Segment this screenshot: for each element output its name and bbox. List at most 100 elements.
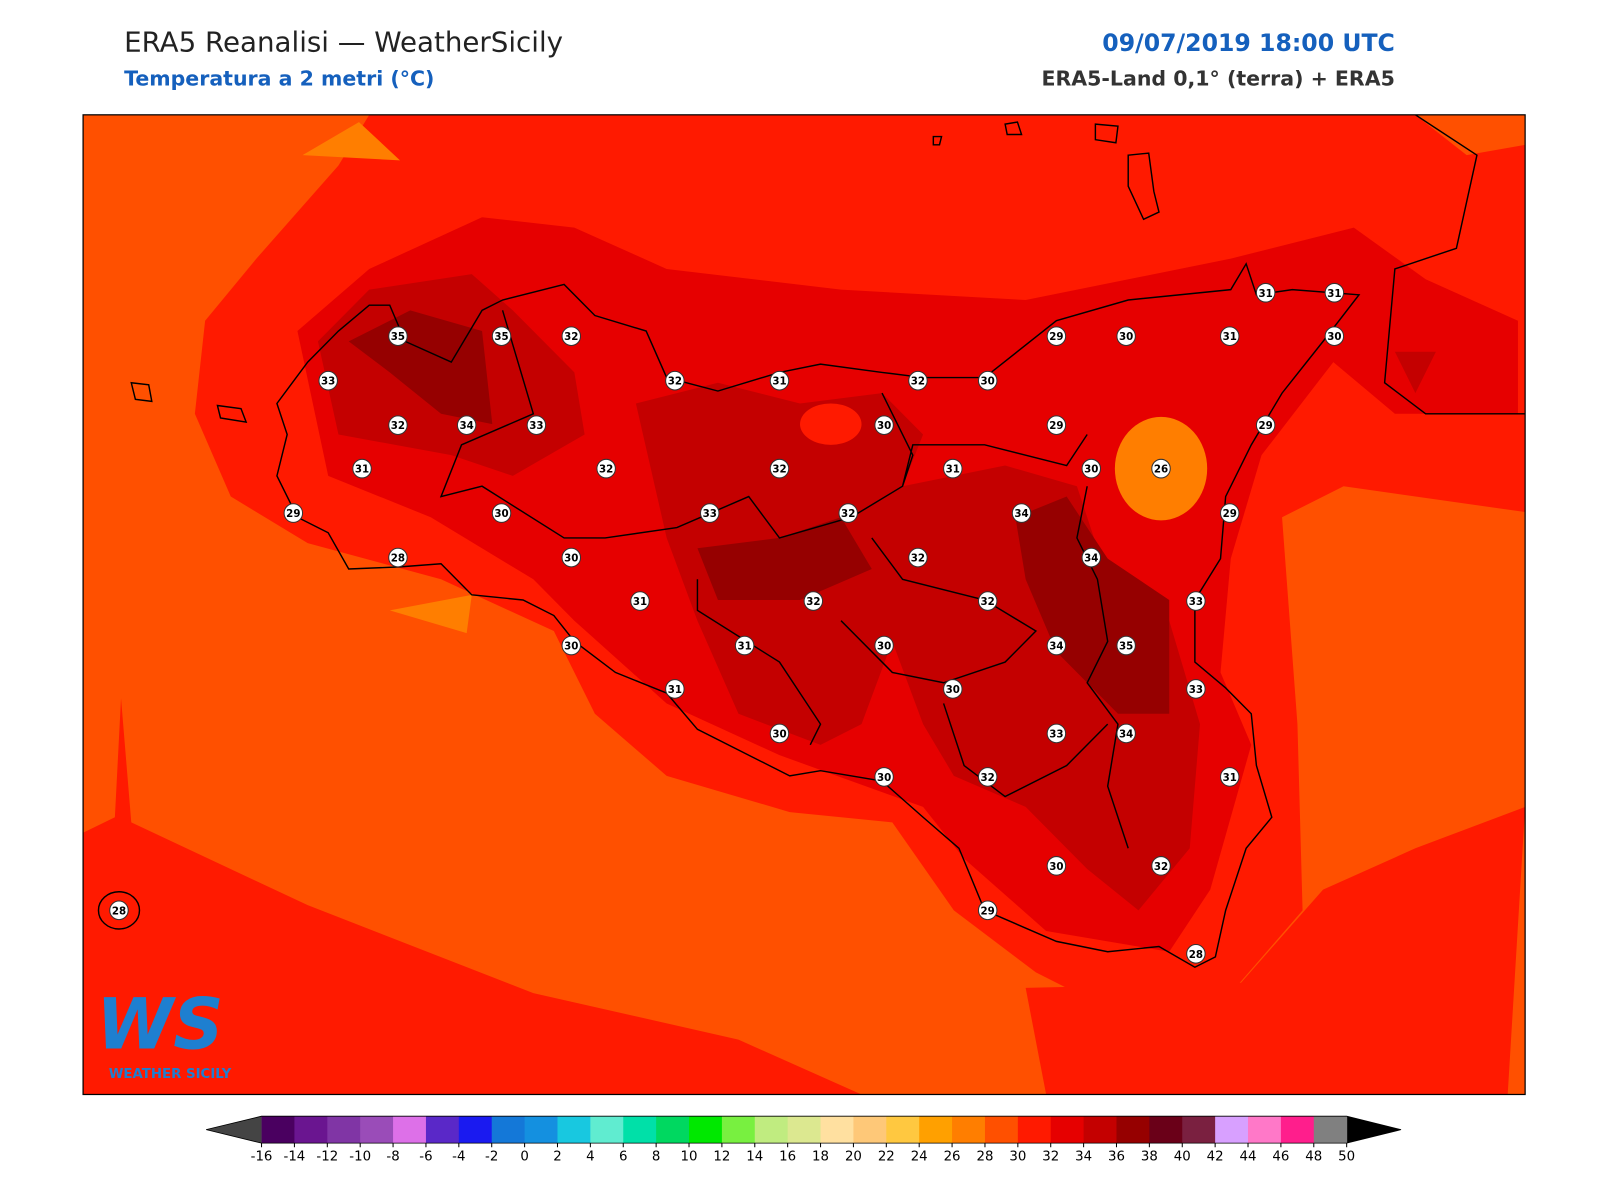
station-value: 28	[112, 905, 126, 917]
station-marker	[943, 679, 963, 699]
colorbar-segment	[1116, 1116, 1150, 1144]
station-value: 33	[1189, 596, 1203, 608]
station-value: 32	[391, 420, 405, 432]
station-marker	[977, 591, 998, 611]
stations: 35 35 32 33 32 31 32 30 29 30 31 31 31 30 32 34 33 30 29 29…	[109, 282, 1345, 964]
station-marker	[1186, 943, 1206, 964]
station-value: 34	[1119, 728, 1133, 740]
colorbar-tick-label: 14	[746, 1150, 763, 1165]
station-marker	[1046, 856, 1067, 876]
station-value: 30	[877, 772, 891, 784]
colorbar-over	[1346, 1116, 1402, 1144]
logo-name: WEATHER SICILY	[109, 1067, 232, 1082]
station-value: 26	[1154, 464, 1168, 476]
station-value: 35	[494, 331, 508, 343]
station-marker	[630, 591, 650, 611]
station-marker	[1219, 503, 1240, 523]
station-value: 31	[1259, 288, 1273, 300]
colorbar-segment	[1215, 1116, 1249, 1144]
field	[348, 310, 1170, 714]
colorbar-tick-label: 16	[779, 1150, 796, 1165]
colorbar-tick-label: 34	[1075, 1150, 1092, 1165]
station-marker	[1046, 723, 1067, 744]
colorbar-tick-label: 20	[845, 1150, 862, 1165]
station-marker	[1324, 326, 1345, 347]
colorbar-tick-label: -14	[284, 1150, 306, 1165]
station-value: 29	[1259, 420, 1273, 432]
station-marker	[1219, 767, 1240, 787]
station-marker	[1116, 723, 1136, 744]
station-value: 30	[1119, 331, 1133, 343]
station-value: 31	[633, 596, 647, 608]
logo: WS WEATHER SICILY	[96, 983, 231, 1082]
colorbar-segment	[919, 1116, 953, 1144]
station-marker	[388, 326, 408, 347]
colorbar-tick-label: 40	[1174, 1150, 1191, 1165]
field	[83, 114, 1526, 1095]
field	[1415, 114, 1526, 156]
colorbar-segment	[491, 1116, 526, 1144]
station-value: 33	[1189, 684, 1203, 696]
station-marker	[1151, 856, 1171, 876]
station-value: 32	[564, 331, 578, 343]
station-marker	[874, 635, 894, 656]
station-value: 30	[946, 684, 960, 696]
colorbar-tick-label: 10	[681, 1150, 698, 1165]
colorbar-segment	[393, 1116, 427, 1144]
colorbar-segment	[984, 1116, 1019, 1144]
colorbar-segment	[689, 1116, 723, 1144]
colorbar-tick-label: 28	[976, 1150, 993, 1165]
station-marker	[700, 503, 720, 523]
colorbar-tick-label: 24	[911, 1150, 928, 1165]
station-value: 30	[1327, 331, 1341, 343]
field	[83, 698, 862, 1095]
colorbar-segment	[787, 1116, 822, 1144]
station-marker	[769, 723, 790, 744]
station-marker	[526, 415, 547, 436]
station-marker	[734, 635, 755, 656]
colorbar-segment	[557, 1116, 591, 1144]
colorbar-segment	[1017, 1116, 1052, 1144]
station-marker	[1081, 458, 1102, 479]
station-marker	[1081, 547, 1102, 568]
station-marker	[1324, 282, 1345, 303]
station-value: 28	[1189, 949, 1203, 961]
colorbar-tick-label: -8	[386, 1150, 399, 1165]
station-value: 32	[806, 596, 820, 608]
colorbar-tick-label: 32	[1042, 1150, 1059, 1165]
colorbar-segment	[1248, 1116, 1282, 1144]
station-value: 32	[911, 376, 925, 388]
station-value: 28	[391, 553, 405, 565]
station-value: 33	[321, 376, 335, 388]
station-value: 32	[772, 464, 786, 476]
colorbar-segment	[425, 1116, 460, 1144]
station-value: 30	[772, 728, 786, 740]
station-marker	[561, 635, 582, 656]
colorbar-segment	[294, 1116, 328, 1144]
station-value: 34	[1049, 641, 1063, 653]
station-marker	[908, 370, 928, 391]
colorbar-tick-label: -12	[316, 1150, 338, 1165]
colorbar-under	[206, 1116, 262, 1144]
colorbar-tick-label: 22	[878, 1150, 895, 1165]
station-marker	[1255, 415, 1276, 436]
station-value: 29	[1049, 420, 1063, 432]
colorbar-tick-label: 50	[1338, 1150, 1355, 1165]
station-marker	[977, 900, 998, 921]
station-value: 31	[1223, 772, 1237, 784]
station-value: 32	[981, 596, 995, 608]
station-value: 31	[355, 464, 369, 476]
colorbar-tick-label: 12	[713, 1150, 730, 1165]
map: 35 35 32 33 32 31 32 30 29 30 31 31 31 30 32 34 33 30 29 29…	[83, 114, 1526, 1095]
station-value: 32	[841, 508, 855, 520]
station-marker	[1116, 635, 1136, 656]
colorbar-tick-label: 6	[619, 1150, 627, 1165]
colorbar-tick-label: -6	[419, 1150, 432, 1165]
colorbar-tick-label: 46	[1272, 1150, 1289, 1165]
station-value: 31	[772, 376, 786, 388]
station-value: 33	[1049, 728, 1063, 740]
station-marker	[977, 767, 998, 787]
station-marker	[1011, 503, 1032, 523]
colorbar-segment	[952, 1116, 986, 1144]
